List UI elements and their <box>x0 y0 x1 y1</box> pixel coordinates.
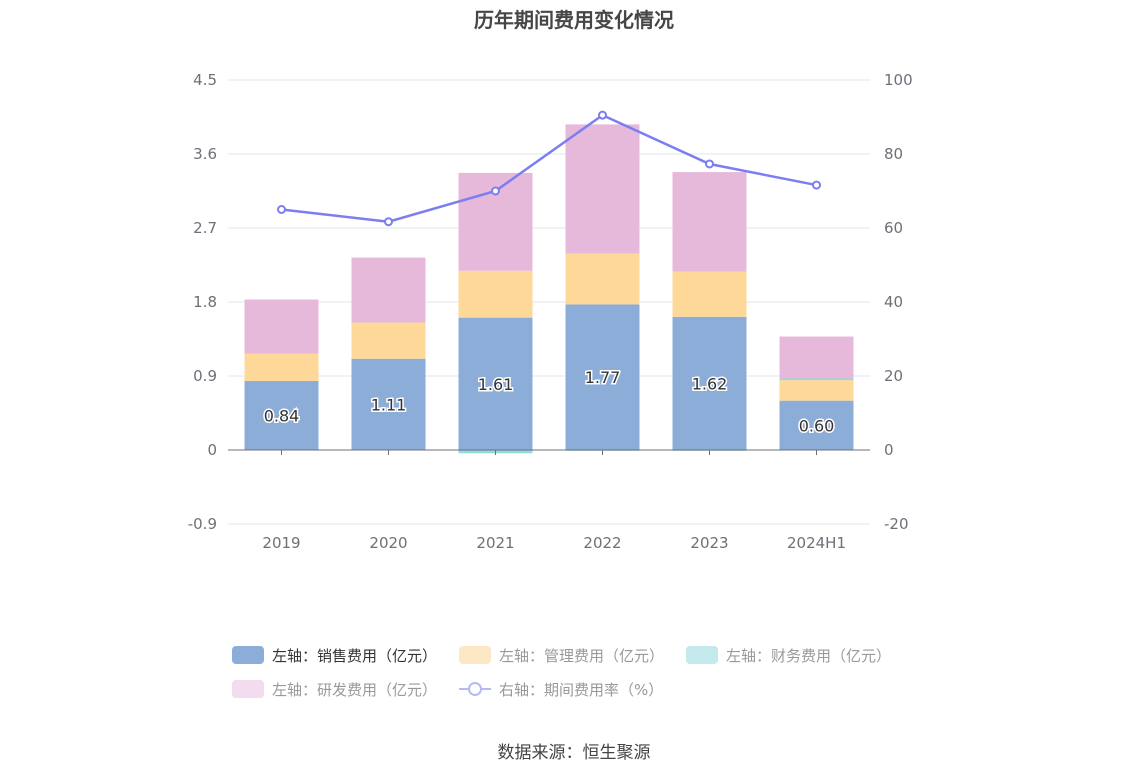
bar-admin <box>565 253 640 305</box>
bar-data-label: 1.77 <box>585 368 621 387</box>
x-axis-tick-label: 2022 <box>583 534 621 552</box>
bar-sales <box>458 317 533 450</box>
legend-swatch-admin <box>459 646 492 664</box>
left-axis-tick-label: 4.5 <box>193 71 217 89</box>
left-axis-tick-label: 1.8 <box>193 293 217 311</box>
x-axis-tick-label: 2019 <box>262 534 300 552</box>
bar-data-label: 1.62 <box>692 374 728 393</box>
legend-item-rate[interactable]: 右轴：期间费用率（%） <box>459 679 663 700</box>
legend-swatch-rd <box>232 680 264 698</box>
x-axis-tick-label: 2024H1 <box>787 534 846 552</box>
data-source: 数据来源：恒生聚源 <box>497 743 651 763</box>
bar-sales <box>779 400 854 450</box>
bar-admin <box>458 270 533 318</box>
bar-sales <box>565 304 640 450</box>
right-axis-tick-label: 100 <box>884 71 913 89</box>
bar-data-label: 0.84 <box>264 406 300 425</box>
bar-rd <box>779 336 854 379</box>
right-axis-tick-label: 20 <box>884 367 903 385</box>
legend-swatch-finance <box>686 646 719 664</box>
right-axis-tick-label: 80 <box>884 145 903 163</box>
bar-admin <box>779 380 854 401</box>
left-axis-tick-label: -0.9 <box>188 515 217 533</box>
bar-rd <box>244 299 319 354</box>
rate-point <box>277 205 286 214</box>
bar-admin <box>672 271 747 317</box>
x-axis-tick-label: 2023 <box>690 534 728 552</box>
chart-legend: 左轴：销售费用（亿元） 左轴：管理费用（亿元） 左轴：财务费用（亿元） 左轴：研… <box>232 638 932 706</box>
right-axis-tick-label: 40 <box>884 293 903 311</box>
left-axis-tick-label: 2.7 <box>193 219 217 237</box>
legend-item-finance[interactable]: 左轴：财务费用（亿元） <box>686 645 891 666</box>
rate-point <box>812 180 821 190</box>
legend-label-admin: 左轴：管理费用（亿元） <box>499 646 665 665</box>
rate-point <box>705 159 714 169</box>
right-axis-tick-label: 0 <box>884 441 894 459</box>
left-axis-tick-label: 3.6 <box>193 145 217 163</box>
x-axis-tick-label: 2020 <box>369 534 407 552</box>
legend-item-admin[interactable]: 左轴：管理费用（亿元） <box>459 645 664 666</box>
bar-sales <box>672 316 747 450</box>
legend-label-finance: 左轴：财务费用（亿元） <box>726 646 892 665</box>
legend-label-rate: 右轴：期间费用率（%） <box>499 680 664 699</box>
legend-item-sales[interactable]: 左轴：销售费用（亿元） <box>232 645 437 666</box>
bar-data-label: 1.61 <box>478 375 514 394</box>
left-axis-tick-label: 0 <box>207 441 217 459</box>
bar-rd <box>351 257 426 323</box>
x-axis-tick-label: 2021 <box>476 534 514 552</box>
bar-rd <box>565 124 640 254</box>
legend-swatch-sales <box>232 646 264 664</box>
rate-line <box>281 113 817 223</box>
right-axis-tick-label: 60 <box>884 219 903 237</box>
bar-data-label: 1.11 <box>371 395 407 414</box>
bar-data-label: 0.60 <box>799 416 835 435</box>
legend-label-sales: 左轴：销售费用（亿元） <box>272 646 438 665</box>
bar-finance <box>779 378 854 381</box>
bar-rd <box>672 172 747 272</box>
rate-point <box>384 217 393 227</box>
chart-title: 历年期间费用变化情况 <box>474 8 674 32</box>
legend-label-rd: 左轴：研发费用（亿元） <box>272 680 438 699</box>
rate-point <box>491 186 500 196</box>
legend-item-rd[interactable]: 左轴：研发费用（亿元） <box>232 679 437 700</box>
rate-point <box>598 110 607 120</box>
bar-admin <box>351 322 426 359</box>
legend-line-rate-icon <box>459 680 492 698</box>
bar-sales <box>351 358 426 450</box>
bar-sales <box>244 380 319 450</box>
bar-admin <box>244 353 319 381</box>
right-axis-tick-label: -20 <box>884 515 909 533</box>
left-axis-tick-label: 0.9 <box>193 367 217 385</box>
